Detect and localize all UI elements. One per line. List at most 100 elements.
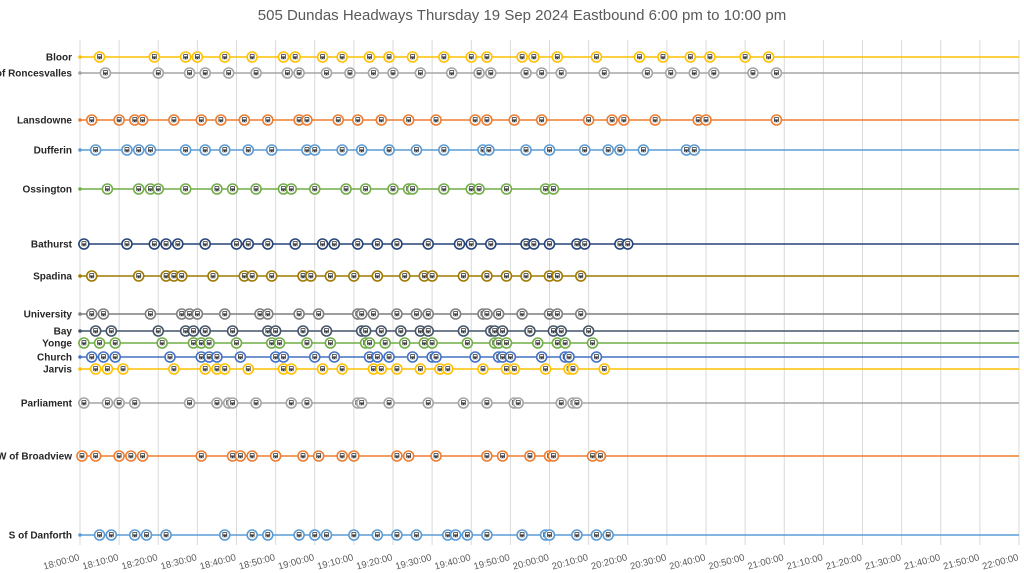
streetcar-icon (316, 238, 329, 250)
streetcar-icon (336, 144, 348, 156)
streetcar-icon (175, 270, 188, 282)
streetcar-icon (426, 270, 438, 282)
x-tick-label: 18:50:00 (238, 552, 277, 572)
streetcar-icon (387, 67, 399, 79)
streetcar-icon (547, 325, 560, 337)
streetcar-icon (516, 308, 528, 320)
streetcar-icon (246, 529, 258, 541)
streetcar-icon (132, 144, 145, 156)
stop-label: S of Danforth (9, 531, 72, 542)
streetcar-icon (633, 51, 646, 63)
series-start-dot (78, 187, 82, 191)
x-tick-label: 20:50:00 (707, 552, 746, 572)
streetcar-icon (375, 114, 388, 126)
streetcar-icon (218, 529, 231, 541)
streetcar-icon (144, 183, 157, 195)
x-tick-label: 20:10:00 (551, 552, 590, 572)
streetcar-icon (367, 363, 380, 375)
streetcar-icon (426, 337, 438, 349)
streetcar-icon (441, 363, 454, 375)
streetcar-icon (265, 337, 278, 349)
streetcar-icon (348, 450, 360, 462)
streetcar-icon (567, 363, 579, 375)
streetcar-icon (485, 67, 497, 79)
streetcar-icon (402, 114, 415, 126)
streetcar-icon (297, 450, 309, 462)
streetcar-icon (285, 363, 298, 375)
streetcar-icon (301, 144, 313, 156)
streetcar-icon (195, 114, 208, 126)
streetcar-icon (528, 51, 540, 63)
streetcar-icon (398, 270, 411, 282)
streetcar-icon (308, 183, 321, 195)
streetcar-icon (109, 351, 122, 363)
stop-label: Parliament (21, 399, 73, 410)
streetcar-icon (473, 67, 485, 79)
streetcar-icon (473, 183, 485, 195)
streetcar-icon (700, 114, 712, 126)
streetcar-icon (348, 529, 360, 541)
streetcar-icon (383, 144, 395, 156)
streetcar-icon (469, 351, 481, 363)
streetcar-icon (265, 270, 278, 282)
streetcar-icon (477, 363, 489, 375)
streetcar-icon (481, 270, 493, 282)
streetcar-icon (535, 351, 548, 363)
streetcar-icon (410, 308, 423, 320)
streetcar-icon (664, 67, 677, 79)
x-tick-label: 19:10:00 (316, 552, 355, 572)
streetcar-icon (688, 67, 701, 79)
streetcar-icon (762, 51, 775, 63)
streetcar-icon (89, 363, 102, 375)
streetcar-icon (246, 270, 258, 282)
stop-label: Lansdowne (17, 116, 72, 127)
streetcar-icon (496, 325, 509, 337)
x-tick-label: 20:40:00 (668, 552, 707, 572)
streetcar-icon (590, 529, 603, 541)
streetcar-icon (367, 67, 380, 79)
streetcar-icon (250, 397, 262, 409)
streetcar-icon (594, 450, 607, 462)
streetcar-icon (590, 351, 603, 363)
streetcar-icon (418, 337, 431, 349)
streetcar-icon (336, 51, 348, 63)
streetcar-icon (324, 270, 337, 282)
streetcar-icon (531, 337, 544, 349)
streetcar-icon (336, 450, 348, 462)
streetcar-icon (199, 238, 211, 250)
streetcar-icon (101, 363, 114, 375)
streetcar-icon (430, 351, 442, 363)
streetcar-icon (242, 144, 255, 156)
streetcar-icon (571, 397, 583, 409)
streetcar-icon (355, 397, 368, 409)
streetcar-icon (168, 114, 180, 126)
streetcar-icon (179, 144, 192, 156)
streetcar-icon (226, 397, 239, 409)
streetcar-icon (195, 450, 208, 462)
streetcar-icon (125, 450, 137, 462)
streetcar-icon (602, 529, 614, 541)
streetcar-icon (391, 529, 403, 541)
streetcar-icon (387, 183, 399, 195)
stop-label: Bloor (46, 53, 72, 64)
streetcar-icon (238, 114, 251, 126)
streetcar-icon (422, 325, 435, 337)
streetcar-icon (293, 67, 305, 79)
streetcar-icon (128, 397, 141, 409)
series-start-dot (78, 312, 82, 316)
streetcar-icon (168, 363, 180, 375)
series-start-dot (78, 367, 82, 371)
streetcar-icon (543, 529, 556, 541)
series-start-dot (78, 329, 82, 333)
streetcar-icon (78, 238, 90, 250)
streetcar-icon (269, 325, 282, 337)
streetcar-icon (391, 238, 403, 250)
streetcar-icon (211, 363, 223, 375)
streetcar-icon (367, 308, 380, 320)
streetcar-icon (261, 308, 274, 320)
streetcar-icon (481, 450, 493, 462)
stop-label: E of Roncesvalles (0, 69, 72, 80)
streetcar-icon (148, 238, 161, 250)
